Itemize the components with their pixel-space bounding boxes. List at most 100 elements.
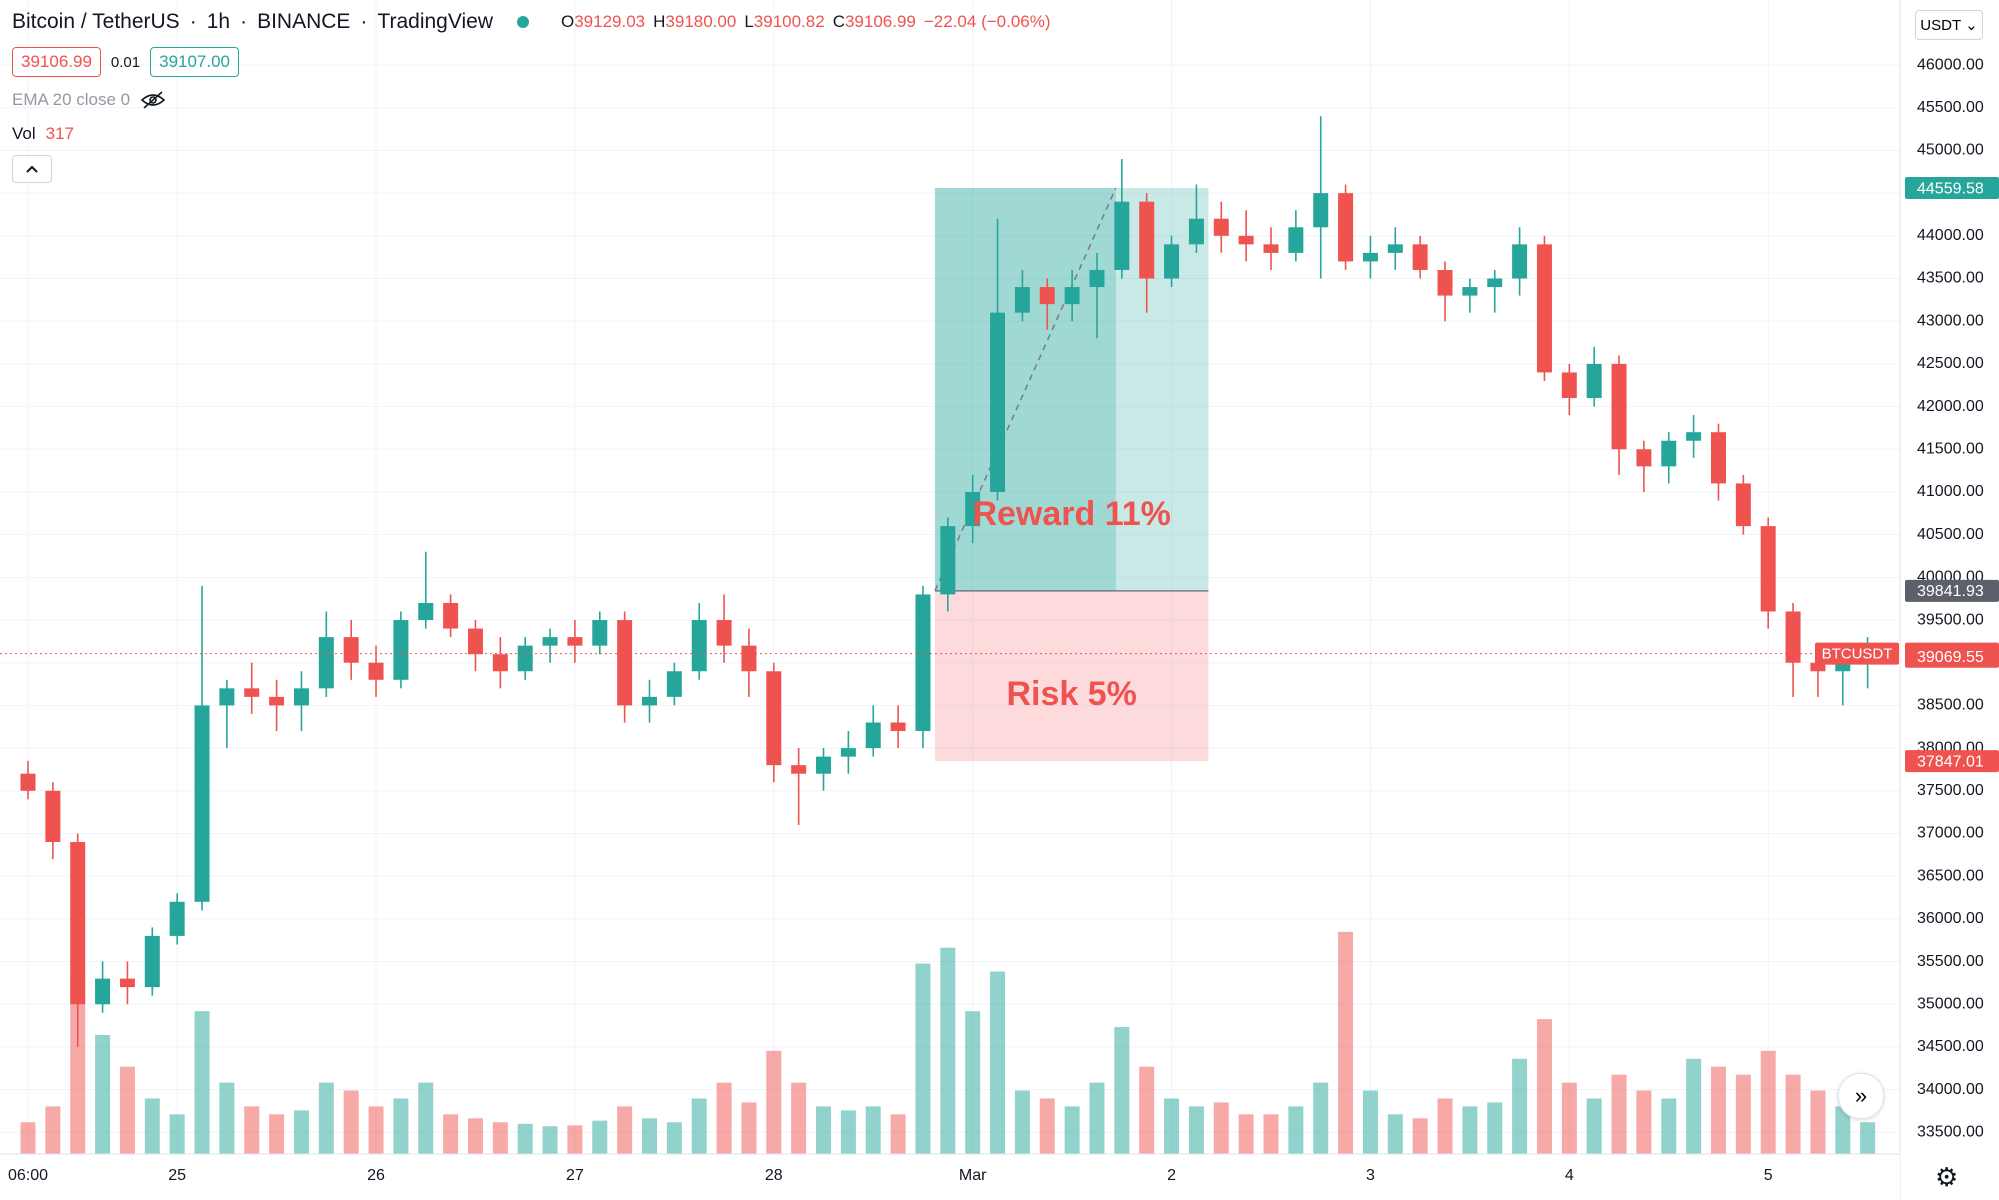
volume-bar: [1362, 1090, 1378, 1154]
x-tick-label: 26: [367, 1167, 385, 1184]
y-tick-label: 36000.00: [1917, 910, 1984, 927]
volume-bar: [45, 1106, 61, 1154]
x-tick-label: 4: [1565, 1167, 1574, 1184]
y-tick-label: 36500.00: [1917, 867, 1984, 884]
volume-bar: [642, 1118, 657, 1154]
volume-bar: [169, 1114, 185, 1154]
volume-bar: [890, 1114, 906, 1154]
volume-bar: [840, 1110, 856, 1154]
spread: 0.01: [110, 53, 141, 71]
volume-bar: [1710, 1066, 1726, 1154]
candle-body: [443, 602, 459, 629]
ohlc-value: 39106.99: [844, 12, 916, 31]
volume-bar: [1487, 1102, 1503, 1154]
ohlc-key: C: [832, 12, 845, 31]
price-tag: [1905, 645, 1999, 668]
candle-body: [1188, 218, 1204, 245]
y-tick-label: 40500.00: [1917, 526, 1984, 543]
volume-bar: [318, 1082, 334, 1154]
volume-bar: [517, 1123, 533, 1154]
interval: 1h: [206, 10, 231, 33]
candle-body: [1288, 227, 1304, 253]
volume-bar: [1039, 1098, 1055, 1154]
candle-body: [1561, 372, 1577, 399]
vol-row: Vol 317: [12, 124, 74, 144]
ask[interactable]: 39107.00: [150, 47, 240, 77]
candle-body: [617, 620, 633, 706]
candle-body: [70, 842, 86, 1005]
volume-bar: [617, 1106, 633, 1154]
volume-bar: [467, 1118, 483, 1154]
y-tick-label: 39500.00: [1917, 611, 1984, 628]
price-tag-label: 39841.93: [1917, 583, 1984, 600]
candle-body: [1014, 287, 1030, 313]
volume-bar: [1139, 1066, 1155, 1154]
symbol-tag-label: BTCUSDT: [1822, 646, 1893, 663]
volume-bar: [1686, 1058, 1702, 1154]
volume-bar: [1636, 1090, 1652, 1154]
candle-body: [716, 620, 732, 646]
candle-body: [1735, 483, 1751, 527]
candle-body: [592, 620, 608, 646]
exchange: BINANCE: [257, 10, 351, 33]
change: −22.04 (−0.06%): [923, 12, 1051, 31]
candle-body: [1213, 218, 1229, 236]
candle-body: [393, 620, 409, 680]
y-tick-label: 42000.00: [1917, 398, 1984, 415]
candle-body: [1636, 449, 1652, 467]
y-tick-label: 35500.00: [1917, 953, 1984, 970]
candle-body: [343, 637, 359, 663]
candle-body: [418, 602, 434, 621]
ohlc-item: H39180.00: [653, 12, 736, 32]
candle-body: [318, 637, 334, 689]
volume-bar: [20, 1122, 36, 1154]
volume-bar: [343, 1090, 359, 1154]
x-tick-label: 27: [566, 1167, 584, 1184]
ohlc-key: L: [744, 12, 754, 31]
bid[interactable]: 39106.99: [12, 47, 101, 77]
candle-body: [467, 628, 483, 655]
volume-bar: [691, 1098, 707, 1154]
y-tick-label: 42500.00: [1917, 355, 1984, 372]
candle-body: [1064, 287, 1080, 305]
candle-body: [1710, 432, 1726, 484]
y-tick-label: 41000.00: [1917, 483, 1984, 500]
y-tick-label: 43000.00: [1917, 312, 1984, 329]
candle-body: [1661, 440, 1677, 467]
candle-body: [940, 526, 956, 595]
candle-body: [865, 722, 881, 749]
volume-bar: [567, 1125, 583, 1154]
volume-bar: [1064, 1106, 1080, 1154]
candle-body: [1387, 244, 1403, 253]
candle-body: [642, 696, 657, 706]
hide-icon[interactable]: [140, 90, 166, 110]
volume-bar: [1412, 1118, 1428, 1154]
price-tag: [1905, 579, 1999, 602]
candle-body: [691, 620, 707, 672]
volume-bar: [965, 1011, 981, 1154]
collapse-button[interactable]: [12, 155, 52, 183]
x-tick-label: 06:00: [8, 1167, 48, 1184]
volume-bar: [1288, 1106, 1304, 1154]
y-tick-label: 45000.00: [1917, 142, 1984, 159]
volume-bar: [791, 1082, 807, 1154]
candle-body: [1586, 363, 1602, 399]
vol-label: Vol: [12, 124, 36, 143]
risk-label: Risk 5%: [1006, 675, 1136, 713]
candle-body: [119, 978, 135, 988]
candle-body: [1437, 269, 1453, 296]
candle-body: [915, 594, 931, 732]
ohlc-value: 39129.03: [574, 12, 646, 31]
x-tick-label: 25: [168, 1167, 186, 1184]
y-tick-label: 41500.00: [1917, 440, 1984, 457]
volume-bar: [1437, 1098, 1453, 1154]
candle-body: [766, 671, 782, 766]
settings-icon[interactable]: ⚙: [1935, 1162, 1959, 1192]
volume-bar: [1462, 1106, 1478, 1154]
scroll-to-realtime[interactable]: »: [1838, 1073, 1884, 1119]
candle-body: [1238, 235, 1254, 245]
volume-bar: [666, 1122, 682, 1154]
volume-bar: [1014, 1090, 1030, 1154]
currency-dropdown[interactable]: USDT ⌄: [1915, 10, 1983, 40]
volume-bar: [1263, 1114, 1279, 1154]
